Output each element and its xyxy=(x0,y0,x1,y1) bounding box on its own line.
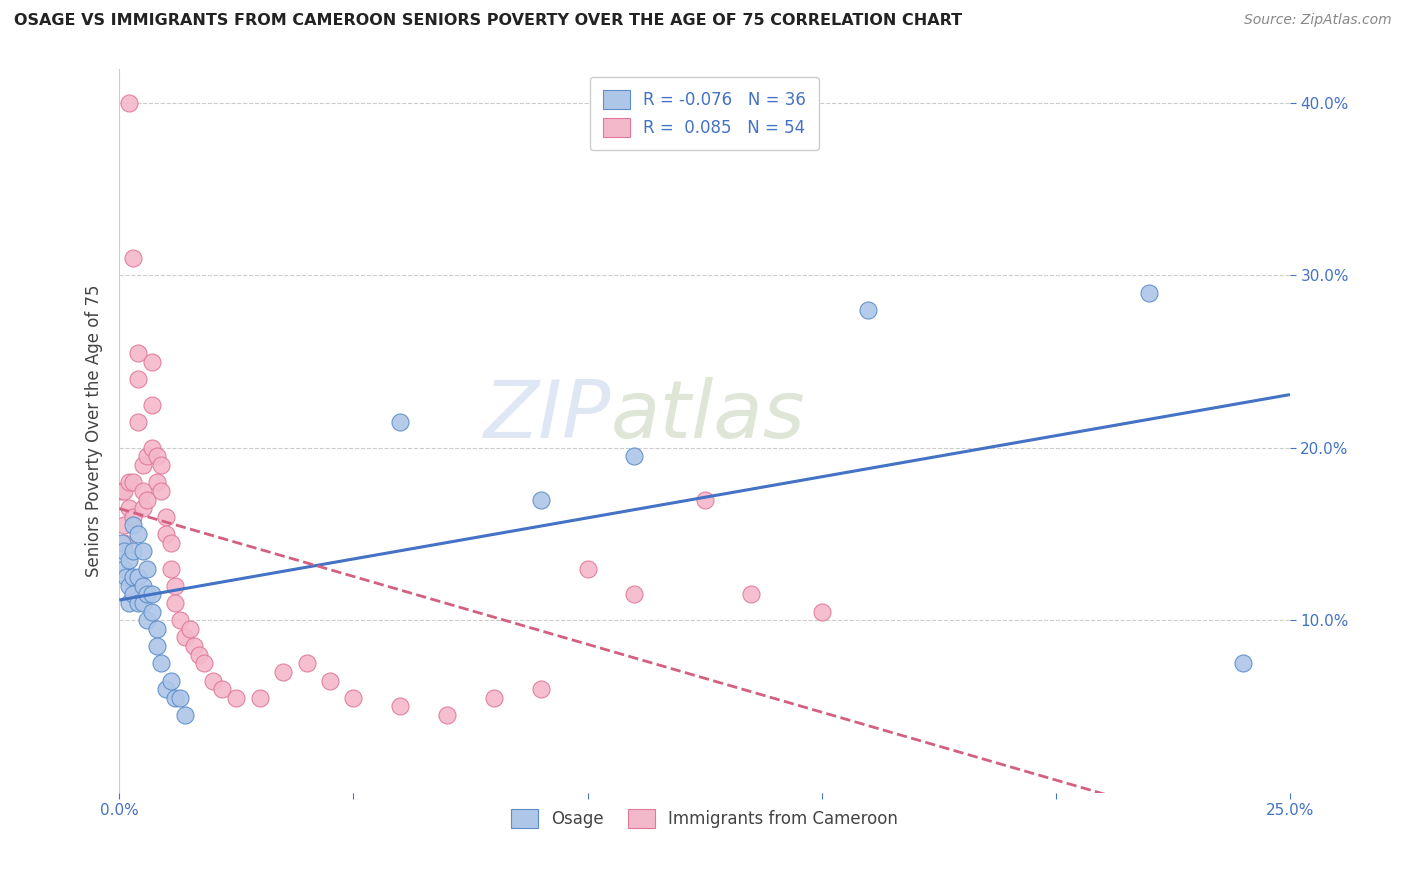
Point xyxy=(115,570,138,584)
Text: Source: ZipAtlas.com: Source: ZipAtlas.com xyxy=(1244,13,1392,28)
Point xyxy=(131,483,153,498)
Point xyxy=(112,535,135,549)
Point xyxy=(145,622,167,636)
Point xyxy=(193,657,215,671)
Point xyxy=(122,518,145,533)
Point xyxy=(122,544,145,558)
Point xyxy=(155,682,177,697)
Point xyxy=(145,639,167,653)
Point xyxy=(169,613,191,627)
Point xyxy=(150,458,173,472)
Text: ZIP: ZIP xyxy=(484,377,612,455)
Point xyxy=(201,673,224,688)
Point xyxy=(1139,285,1161,300)
Point xyxy=(141,605,163,619)
Point xyxy=(117,475,139,490)
Point xyxy=(576,561,599,575)
Point xyxy=(169,690,191,705)
Point xyxy=(249,690,271,705)
Point xyxy=(155,527,177,541)
Point xyxy=(141,587,163,601)
Point xyxy=(150,657,173,671)
Point xyxy=(122,251,145,265)
Point xyxy=(295,657,318,671)
Point xyxy=(740,587,762,601)
Point xyxy=(173,708,195,723)
Point xyxy=(136,613,159,627)
Point xyxy=(530,492,553,507)
Point xyxy=(127,346,149,360)
Text: OSAGE VS IMMIGRANTS FROM CAMEROON SENIORS POVERTY OVER THE AGE OF 75 CORRELATION: OSAGE VS IMMIGRANTS FROM CAMEROON SENIOR… xyxy=(14,13,962,29)
Point xyxy=(110,535,132,549)
Text: atlas: atlas xyxy=(612,377,806,455)
Point xyxy=(112,518,135,533)
Point xyxy=(112,544,135,558)
Point xyxy=(145,475,167,490)
Point xyxy=(1232,657,1254,671)
Point xyxy=(141,398,163,412)
Point xyxy=(482,690,505,705)
Point xyxy=(112,483,135,498)
Point xyxy=(165,596,187,610)
Point xyxy=(117,501,139,516)
Point xyxy=(117,596,139,610)
Point xyxy=(389,415,412,429)
Point xyxy=(165,690,187,705)
Point xyxy=(389,699,412,714)
Point xyxy=(136,587,159,601)
Point xyxy=(131,501,153,516)
Point xyxy=(623,587,645,601)
Point xyxy=(225,690,247,705)
Point xyxy=(810,605,832,619)
Point xyxy=(159,535,181,549)
Point xyxy=(131,596,153,610)
Point xyxy=(136,561,159,575)
Point xyxy=(131,458,153,472)
Point xyxy=(122,570,145,584)
Point xyxy=(131,579,153,593)
Point xyxy=(693,492,716,507)
Point xyxy=(131,544,153,558)
Point xyxy=(136,450,159,464)
Point xyxy=(271,665,294,679)
Point xyxy=(342,690,364,705)
Point xyxy=(623,450,645,464)
Point xyxy=(141,354,163,368)
Point xyxy=(136,492,159,507)
Point xyxy=(179,622,201,636)
Point xyxy=(858,302,880,317)
Point xyxy=(187,648,209,662)
Point xyxy=(211,682,233,697)
Point xyxy=(122,475,145,490)
Point xyxy=(319,673,342,688)
Point xyxy=(159,561,181,575)
Point xyxy=(127,596,149,610)
Point xyxy=(122,509,145,524)
Point xyxy=(155,509,177,524)
Point xyxy=(112,561,135,575)
Legend: Osage, Immigrants from Cameroon: Osage, Immigrants from Cameroon xyxy=(505,803,905,835)
Point xyxy=(117,553,139,567)
Point xyxy=(117,95,139,110)
Point xyxy=(127,372,149,386)
Point xyxy=(141,441,163,455)
Point xyxy=(530,682,553,697)
Point xyxy=(183,639,205,653)
Point xyxy=(127,570,149,584)
Point xyxy=(159,673,181,688)
Point xyxy=(110,483,132,498)
Point xyxy=(173,631,195,645)
Point xyxy=(122,587,145,601)
Y-axis label: Seniors Poverty Over the Age of 75: Seniors Poverty Over the Age of 75 xyxy=(86,285,103,577)
Point xyxy=(145,450,167,464)
Point xyxy=(117,579,139,593)
Point xyxy=(127,415,149,429)
Point xyxy=(150,483,173,498)
Point xyxy=(127,527,149,541)
Point xyxy=(436,708,458,723)
Point xyxy=(165,579,187,593)
